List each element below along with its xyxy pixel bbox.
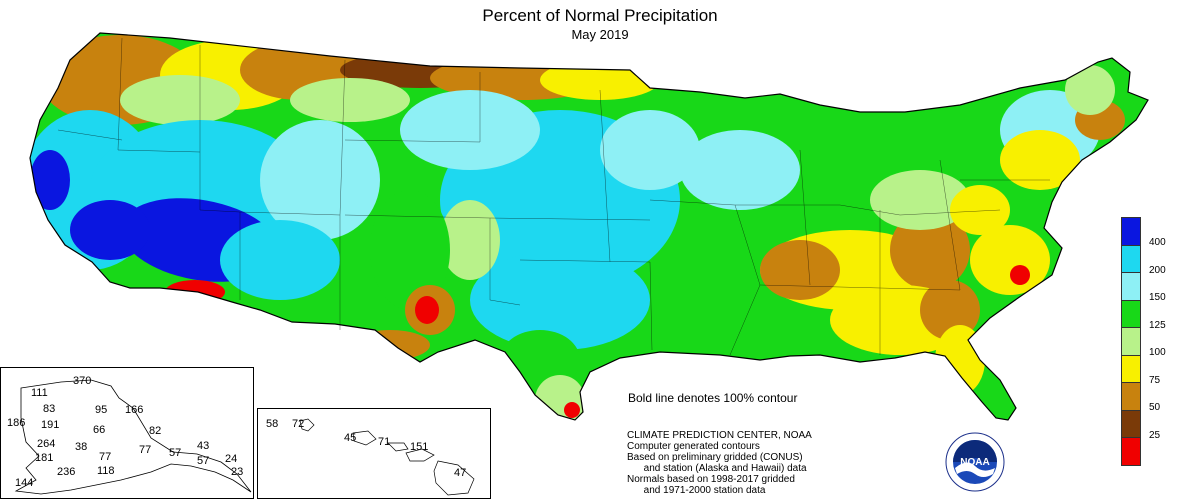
station-value: 57 <box>197 455 210 467</box>
station-value: 58 <box>266 418 279 430</box>
noaa-logo-icon: NOAA <box>945 432 1005 492</box>
station-value: 370 <box>73 375 92 387</box>
credit-line: and 1971-2000 station data <box>627 485 766 496</box>
station-value: 45 <box>344 432 357 444</box>
credits-block: CLIMATE PREDICTION CENTER, NOAA Computer… <box>627 430 812 496</box>
credit-line: CLIMATE PREDICTION CENTER, NOAA <box>627 430 812 441</box>
contour-note: Bold line denotes 100% contour <box>628 391 798 405</box>
station-value: 191 <box>41 419 60 431</box>
alaska-inset: 370 111 83 95 166 186 191 66 82 264 38 77 57 43 181 77 5… <box>0 367 254 499</box>
legend-label: 50 <box>1149 402 1161 413</box>
station-value: 57 <box>169 447 182 459</box>
station-value: 47 <box>454 467 467 479</box>
station-value: 83 <box>43 403 56 415</box>
station-value: 82 <box>149 425 162 437</box>
station-value: 77 <box>139 444 152 456</box>
legend-swatch <box>1121 217 1141 246</box>
station-value: 111 <box>31 387 48 399</box>
legend-swatch <box>1121 382 1141 411</box>
legend-swatch <box>1121 354 1141 384</box>
station-value: 77 <box>99 451 112 463</box>
credit-line: Computer generated contours <box>627 441 760 452</box>
credit-line: and station (Alaska and Hawaii) data <box>627 463 807 474</box>
legend-label: 75 <box>1149 374 1161 386</box>
alaska-outline-icon <box>14 379 252 495</box>
legend-label: 100 <box>1149 347 1166 358</box>
map-title: Percent of Normal Precipitation <box>482 6 718 25</box>
station-value: 186 <box>7 417 26 429</box>
station-value: 264 <box>37 438 56 450</box>
legend-label: 150 <box>1149 292 1166 303</box>
hawaii-islands-icon <box>299 418 475 496</box>
legend-swatch <box>1121 437 1141 466</box>
station-value: 43 <box>197 440 210 452</box>
station-value: 95 <box>95 404 108 416</box>
legend-swatch <box>1121 299 1141 329</box>
station-value: 181 <box>35 452 54 464</box>
legend-swatch <box>1121 409 1141 439</box>
legend-label: 25 <box>1149 429 1161 441</box>
legend-swatch <box>1121 272 1141 301</box>
conus-outline <box>29 32 1149 421</box>
legend-label: 400 <box>1149 237 1166 248</box>
station-value: 66 <box>93 424 106 436</box>
station-value: 166 <box>125 404 144 416</box>
station-value: 236 <box>57 466 76 478</box>
legend-label: 125 <box>1149 319 1166 331</box>
hawaii-inset: 58 72 45 71 151 47 <box>257 408 491 499</box>
station-value: 38 <box>75 441 88 453</box>
station-value: 72 <box>292 418 305 430</box>
station-value: 144 <box>15 477 34 489</box>
legend-swatch <box>1121 327 1141 356</box>
legend-swatch <box>1121 244 1141 274</box>
legend-label: 200 <box>1149 264 1166 276</box>
station-value: 118 <box>97 465 115 477</box>
state-boundaries <box>57 37 1050 356</box>
credit-line: Normals based on 1998-2017 gridded <box>627 474 795 485</box>
map-subtitle: May 2019 <box>571 27 629 42</box>
station-value: 151 <box>410 441 429 453</box>
noaa-logo-text: NOAA <box>960 457 989 468</box>
station-value: 23 <box>231 466 244 478</box>
station-value: 24 <box>225 453 238 465</box>
credit-line: Based on preliminary gridded (CONUS) <box>627 452 803 463</box>
station-value: 71 <box>378 436 391 448</box>
